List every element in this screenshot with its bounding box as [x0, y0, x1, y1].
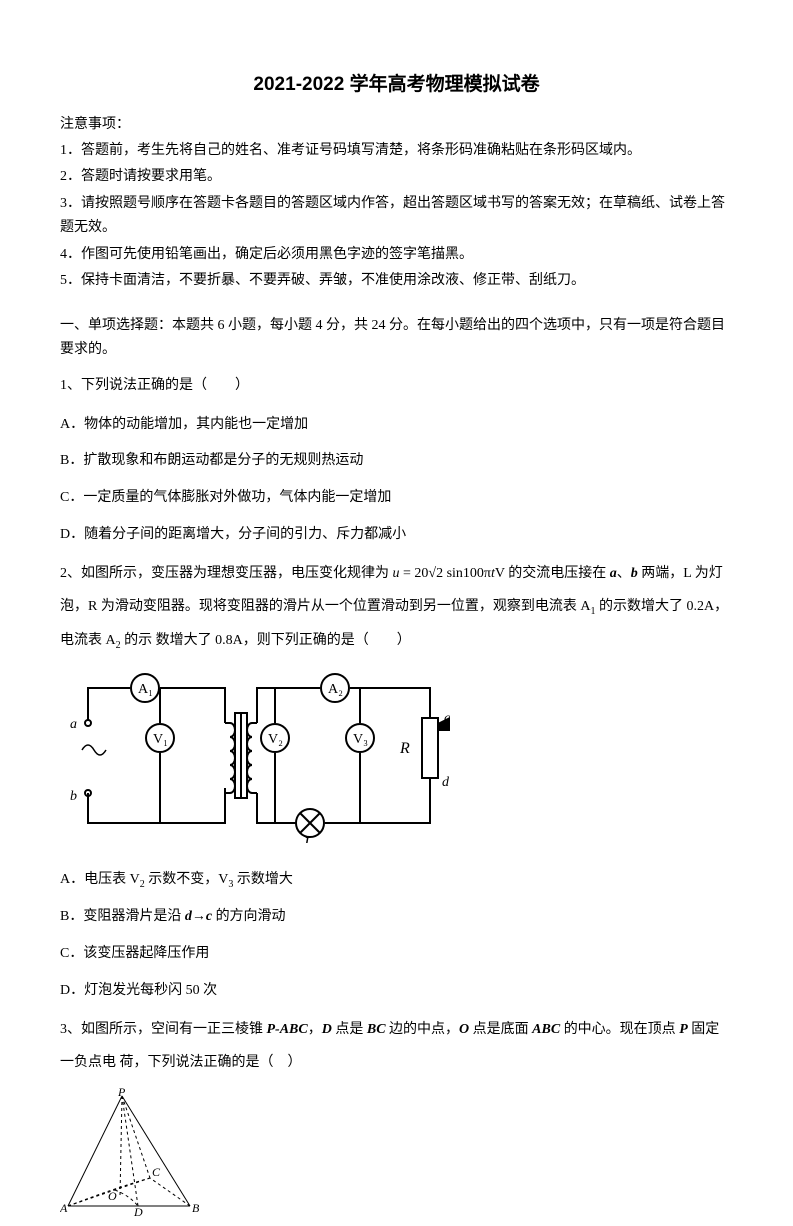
- vertex-p-label: P: [117, 1088, 126, 1099]
- notice-item: 1．答题前，考生先将自己的姓名、准考证号码填写清楚，将条形码准确粘贴在条形码区域…: [60, 139, 733, 164]
- terminal-a-label: a: [70, 717, 77, 732]
- vertex-a-label: A: [60, 1201, 68, 1215]
- slider-c-label: c: [444, 711, 450, 726]
- terminal-b-label: b: [70, 789, 77, 804]
- abc: ABC: [532, 1022, 560, 1037]
- q1-option-c: C．一定质量的气体膨胀对外做功，气体内能一定增加: [60, 483, 733, 514]
- formula-v: V: [495, 566, 505, 581]
- q2-option-b: B．变阻器滑片是沿 d→c 的方向滑动: [60, 902, 733, 933]
- opt-text: B．变阻器滑片是沿: [60, 909, 185, 924]
- opt-text: 的方向滑动: [212, 909, 286, 924]
- formula-sqrt2: √2: [428, 566, 443, 581]
- notice-item: 2．答题时请按要求用笔。: [60, 165, 733, 190]
- q2-stem: 2、如图所示，变压器为理想变压器，电压变化规律为 u = 20√2 sin100…: [60, 557, 733, 658]
- meter-v3-label: V₃: [353, 732, 368, 747]
- q2-option-d: D．灯泡发光每秒闪 50 次: [60, 976, 733, 1007]
- lamp-l-label: L: [303, 835, 313, 843]
- q1-stem: 1、下列说法正确的是（ ）: [60, 371, 733, 402]
- opt-text: A．电压表 V: [60, 872, 140, 887]
- d: D: [322, 1022, 332, 1037]
- d: d: [185, 909, 192, 924]
- q1-option-b: B．扩散现象和布朗运动都是分子的无规则热运动: [60, 446, 733, 477]
- label-b: b: [631, 566, 638, 581]
- q3-text: 点是底面: [469, 1022, 532, 1037]
- formula-eq: = 20: [400, 566, 429, 581]
- q2-text: 2、如图所示，变压器为理想变压器，电压变化规律为: [60, 566, 393, 581]
- q2-option-c: C．该变压器起降压作用: [60, 939, 733, 970]
- point-o-label: O: [108, 1189, 117, 1203]
- opt-text: 示数不变，V: [145, 872, 229, 887]
- point-d-label: D: [133, 1205, 143, 1218]
- q2-text: 为滑动变阻器。现将变阻器的滑片从一个位置滑动到另一位置，观察到电流表 A: [101, 599, 591, 614]
- o: O: [459, 1022, 469, 1037]
- meter-v2-label: V₂: [268, 732, 283, 747]
- notice-item: 4．作图可先使用铅笔画出，确定后必须用黑色字迹的签字笔描黑。: [60, 243, 733, 268]
- q1-option-a: A．物体的动能增加，其内能也一定增加: [60, 410, 733, 441]
- bc: BC: [367, 1022, 386, 1037]
- opt-text: 示数增大: [233, 872, 293, 887]
- q2-text: 的交流电压接在: [505, 566, 610, 581]
- resistor-r-label: R: [399, 740, 410, 757]
- q3-text: 荷，下列说法正确的是（ ）: [120, 1055, 302, 1070]
- meter-a2-label: A₂: [328, 682, 343, 697]
- p: P: [679, 1022, 688, 1037]
- vertex-c-label: C: [152, 1165, 161, 1179]
- q3-text: 的中心。现在顶点: [560, 1022, 679, 1037]
- label-a: a: [610, 566, 617, 581]
- notice-item: 3．请按照题号顺序在答题卡各题目的答题区域内作答，超出答题区域书写的答案无效；在…: [60, 192, 733, 241]
- q2-text: 数增大了 0.8A，则下列正确的是（ ）: [156, 633, 411, 648]
- page-title: 2021-2022 学年高考物理模拟试卷: [60, 70, 733, 100]
- sep: 、: [617, 566, 631, 581]
- q3-text: 边的中点，: [386, 1022, 460, 1037]
- tetrahedron-diagram: P A B C D O: [60, 1088, 733, 1226]
- q2-option-a: A．电压表 V2 示数不变，V3 示数增大: [60, 865, 733, 896]
- q2-text: 的示: [121, 633, 153, 648]
- q3-text: ，: [308, 1022, 322, 1037]
- pabc: P-ABC: [267, 1022, 308, 1037]
- meter-v1-label: V₁: [153, 732, 168, 747]
- meter-a1-label: A₁: [138, 682, 153, 697]
- q1-option-d: D．随着分子间的距离增大，分子间的引力、斥力都减小: [60, 520, 733, 551]
- q3-stem: 3、如图所示，空间有一正三棱锥 P-ABC，D 点是 BC 边的中点，O 点是底…: [60, 1013, 733, 1080]
- arrow: →: [192, 909, 206, 924]
- q3-text: 点是: [332, 1022, 367, 1037]
- formula-sin: sin100π: [443, 566, 491, 581]
- q3-text: 3、如图所示，空间有一正三棱锥: [60, 1022, 267, 1037]
- vertex-b-label: B: [192, 1201, 200, 1215]
- notice-item: 5．保持卡面清洁，不要折暴、不要弄破、弄皱，不准使用涂改液、修正带、刮纸刀。: [60, 269, 733, 294]
- section-intro: 一、单项选择题：本题共 6 小题，每小题 4 分，共 24 分。在每小题给出的四…: [60, 314, 733, 363]
- slider-d-label: d: [442, 775, 450, 790]
- notice-label: 注意事项：: [60, 114, 733, 136]
- circuit-diagram: A₁ A₂ V₁ V₂ V₃ a b c d R L: [60, 668, 733, 851]
- formula-u: u: [393, 566, 400, 581]
